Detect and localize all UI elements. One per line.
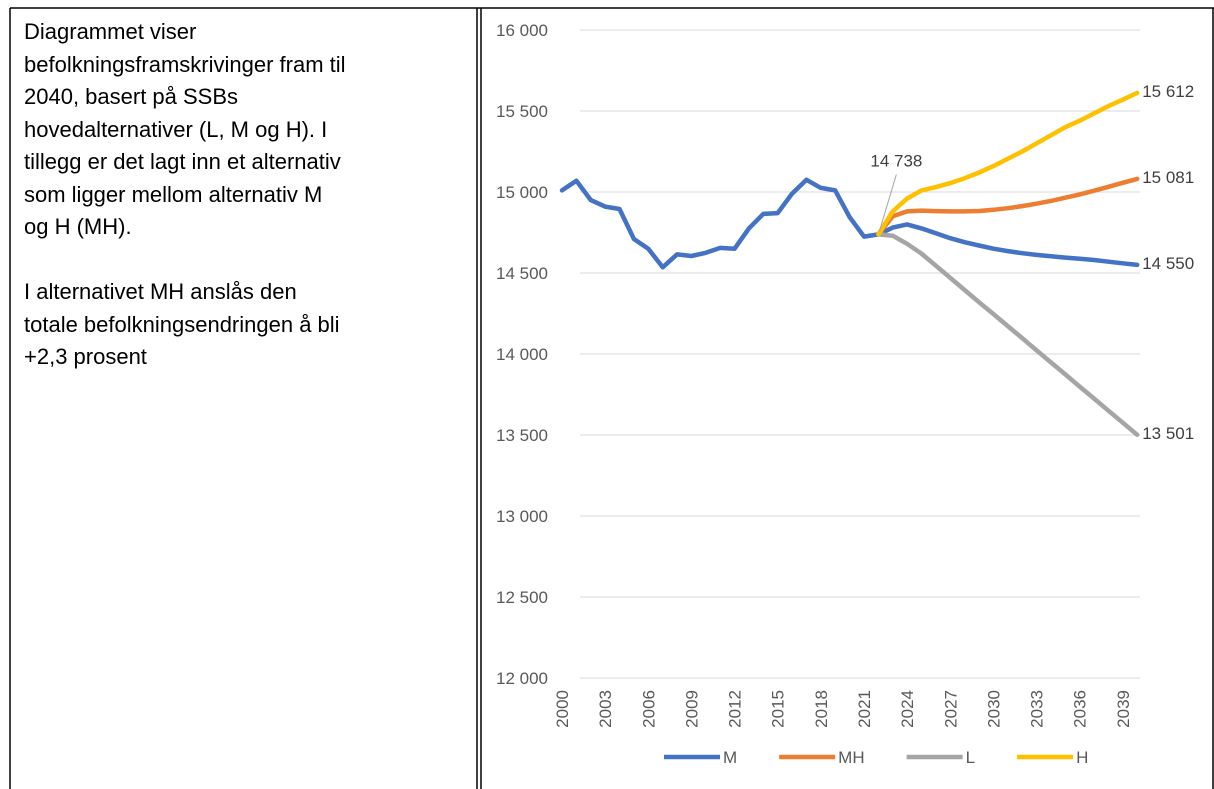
x-tick-label: 2012	[726, 690, 745, 728]
paragraph: I alternativet MH anslås den totale befol…	[24, 276, 474, 374]
series-line	[876, 176, 1140, 237]
text-cell: Diagrammet viser befolkningsframskrivinge…	[24, 16, 474, 406]
y-tick-label: 13 500	[496, 426, 548, 445]
y-tick-label: 12 500	[496, 588, 548, 607]
x-tick-label: 2015	[769, 690, 788, 728]
series-line	[559, 177, 1140, 270]
y-tick-label: 15 500	[496, 102, 548, 121]
x-tick-label: 2009	[682, 690, 701, 728]
series-line	[876, 90, 1140, 237]
data-label: 13 501	[1142, 424, 1194, 443]
y-tick-label: 14 000	[496, 345, 548, 364]
data-label: 14 550	[1142, 254, 1194, 273]
text-line: I alternativet MH anslås den	[24, 279, 297, 304]
x-tick-label: 2021	[855, 690, 874, 728]
text-line: Diagrammet viser	[24, 19, 197, 44]
paragraph: Diagrammet viser befolkningsframskrivinge…	[24, 16, 474, 244]
text-line: hovedalternativer (L, M og H). I	[24, 116, 328, 142]
x-tick-label: 2036	[1071, 690, 1090, 728]
x-tick-label: 2030	[984, 690, 1003, 728]
legend-label: MH	[838, 748, 864, 767]
text-line: +2,3 prosent	[24, 344, 147, 369]
text-line: 2040, basert på SSBs	[24, 84, 239, 109]
data-label: 14 738	[870, 151, 922, 170]
y-tick-label: 14 500	[496, 264, 548, 283]
text-line: tillegg er det lagt inn et alternativ	[24, 149, 341, 174]
x-tick-label: 2024	[898, 690, 917, 728]
x-tick-label: 2027	[941, 690, 960, 728]
legend-label: H	[1076, 748, 1088, 767]
x-tick-label: 2033	[1028, 690, 1047, 728]
series-line	[876, 232, 1140, 438]
y-tick-label: 15 000	[496, 183, 548, 202]
legend-label: M	[723, 748, 737, 767]
x-tick-label: 2018	[812, 690, 831, 728]
data-label: 15 081	[1142, 168, 1194, 187]
x-tick-label: 2039	[1114, 690, 1133, 728]
text-line: som ligger mellom alternativ M	[24, 181, 323, 207]
y-tick-label: 16 000	[496, 21, 548, 40]
y-tick-label: 13 000	[496, 507, 548, 526]
text-line: befolkningsframskrivinger fram til	[24, 51, 346, 77]
legend-label: L	[966, 748, 975, 767]
x-tick-label: 2003	[596, 690, 615, 728]
text-line: og H (MH).	[24, 214, 132, 239]
data-label: 15 612	[1142, 82, 1194, 101]
text-line: totale befolkningsendringen å bli	[24, 311, 340, 337]
x-tick-label: 2006	[639, 690, 658, 728]
leader-line	[878, 174, 897, 232]
x-tick-label: 2000	[553, 690, 572, 728]
y-tick-label: 12 000	[496, 669, 548, 688]
